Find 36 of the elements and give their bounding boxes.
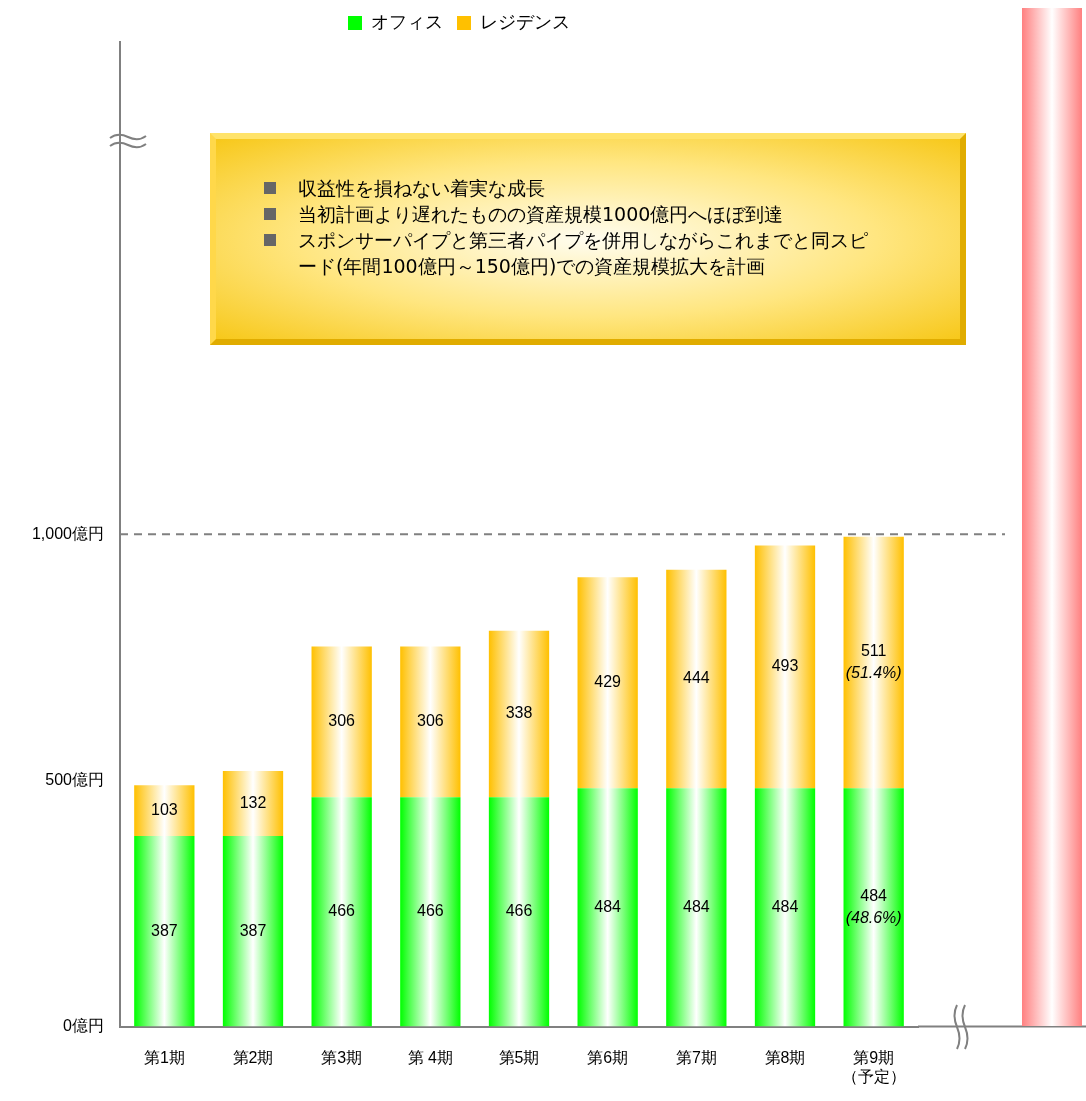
data-label: 484 [594, 897, 622, 915]
data-label: 484 [682, 897, 710, 915]
data-label: 306 [416, 712, 444, 730]
data-label: 511 (51.4%) [845, 641, 902, 681]
data-label: 444 [682, 669, 710, 687]
x-tick-label: 第7期 [675, 1048, 717, 1066]
y-tick-label: 1,000億円 [31, 524, 104, 542]
x-tick-label: 第6期 [587, 1048, 629, 1066]
x-tick-label: 第1期 [143, 1048, 185, 1066]
data-label: 338 [505, 704, 533, 722]
annotation: 当初計画より遅れたものの資産規模1000億円へほぼ到達 [264, 201, 868, 227]
x-tick-label: 第8期 [764, 1048, 806, 1066]
x-tick-label: 第2期 [232, 1048, 274, 1066]
x-tick-label: 第 4期 [407, 1048, 454, 1066]
x-tick-label: 第9期（予定） [841, 1048, 906, 1085]
annotation: 収益性を損ねない着実な成長 [264, 175, 868, 201]
data-label: 387 [239, 921, 267, 939]
x-tick-label: 第3期 [321, 1048, 363, 1066]
data-label: 493 [771, 657, 799, 675]
legend-label: オフィス [371, 11, 443, 32]
note-panel: 収益性を損ねない着実な成長 当初計画より遅れたものの資産規模1000億円へほぼ到達 スポンサーパイプと第三者パイプを併用しながらこれまでと同スピード(年間100億円～150億円)での資産規模拡大を計画 [210, 133, 966, 345]
data-label: 466 [416, 902, 444, 920]
data-label: 484 (48.6%) [845, 886, 902, 926]
data-label: 306 [328, 712, 356, 730]
data-label: 466 [505, 902, 533, 920]
data-label: 429 [594, 673, 622, 691]
annotation: スポンサーパイプと第三者パイプを併用しながらこれまでと同スピード(年間100億円～150億円)での資産規模拡大を計画 [264, 227, 868, 279]
data-label: 484 [771, 897, 799, 915]
y-tick-label: 0億円 [63, 1017, 104, 1035]
y-tick-label: 500億円 [45, 770, 104, 788]
data-label: 103 [150, 801, 178, 819]
data-label: 466 [328, 902, 356, 920]
data-label: 132 [239, 793, 267, 811]
legend-label: レジデンス [480, 11, 570, 32]
data-label: 387 [150, 921, 178, 939]
x-tick-label: 第5期 [498, 1048, 540, 1066]
